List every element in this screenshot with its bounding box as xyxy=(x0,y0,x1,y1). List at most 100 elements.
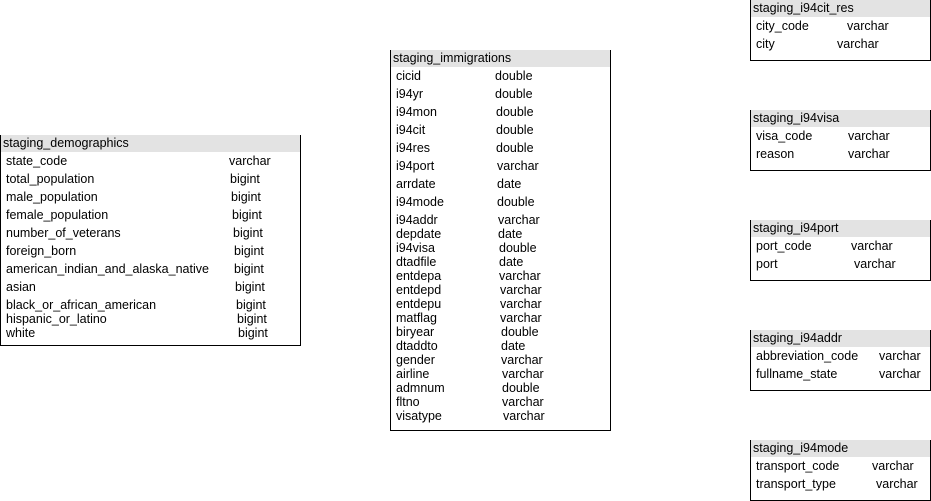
column-name: i94visa xyxy=(396,241,435,255)
column-row: biryear double xyxy=(391,325,610,339)
column-type: double xyxy=(499,241,537,255)
column-type: double xyxy=(501,325,539,339)
column-name: i94yr xyxy=(396,87,424,101)
column-row: male_population bigint xyxy=(1,190,300,204)
column-name: i94res xyxy=(396,141,431,155)
column-type: varchar xyxy=(851,239,893,253)
column-name: city xyxy=(756,37,775,51)
column-type: varchar xyxy=(500,297,542,311)
column-name: abbreviation_code xyxy=(756,349,859,363)
column-type: date xyxy=(499,255,524,269)
column-name: airline xyxy=(396,367,430,381)
column-type: double xyxy=(496,141,534,155)
column-row: arrdate date xyxy=(391,177,610,191)
column-type: varchar xyxy=(848,129,890,143)
column-row: entdepa varchar xyxy=(391,269,610,283)
column-row: asian bigint xyxy=(1,280,300,294)
column-type: varchar xyxy=(879,349,921,363)
column-row: white bigint xyxy=(1,326,300,340)
column-type: varchar xyxy=(837,37,879,51)
table-title: staging_demographics xyxy=(1,135,300,152)
table-staging-demographics: staging_demographics state_code varchar to… xyxy=(0,135,301,346)
column-name: entdepu xyxy=(396,297,442,311)
column-type: varchar xyxy=(498,213,540,227)
column-row: i94visa double xyxy=(391,241,610,255)
column-name: i94mode xyxy=(396,195,444,209)
column-type: bigint xyxy=(237,312,267,326)
table-title: staging_i94cit_res xyxy=(751,0,930,17)
column-type: varchar xyxy=(872,459,914,473)
column-name: asian xyxy=(6,280,36,294)
column-type: bigint xyxy=(235,280,265,294)
table-staging-i94visa: staging_i94visa visa_code varchar reason va… xyxy=(750,110,931,171)
column-type: bigint xyxy=(232,208,262,222)
column-type: date xyxy=(498,227,523,241)
column-name: male_population xyxy=(6,190,98,204)
column-name: dtadfile xyxy=(396,255,437,269)
column-name: biryear xyxy=(396,325,435,339)
column-name: i94cit xyxy=(396,123,426,137)
column-type: double xyxy=(495,69,533,83)
column-name: number_of_veterans xyxy=(6,226,121,240)
column-name: arrdate xyxy=(396,177,436,191)
column-type: bigint xyxy=(238,326,268,340)
column-row: american_indian_and_alaska_native bigint xyxy=(1,262,300,276)
column-row: transport_code varchar xyxy=(751,459,930,473)
table-staging-i94mode: staging_i94mode transport_code varchar tra… xyxy=(750,440,931,501)
column-name: transport_code xyxy=(756,459,840,473)
column-row: depdate date xyxy=(391,227,610,241)
column-row: gender varchar xyxy=(391,353,610,367)
table-staging-i94port: staging_i94port port_code varchar port varc… xyxy=(750,220,931,281)
column-type: varchar xyxy=(500,311,542,325)
column-name: port_code xyxy=(756,239,812,253)
column-row: i94mon double xyxy=(391,105,610,119)
column-row: total_population bigint xyxy=(1,172,300,186)
column-row: airline varchar xyxy=(391,367,610,381)
column-row: i94res double xyxy=(391,141,610,155)
column-row: i94mode double xyxy=(391,195,610,209)
column-type: varchar xyxy=(502,367,544,381)
table-title: staging_i94mode xyxy=(751,440,930,457)
column-name: city_code xyxy=(756,19,809,33)
column-type: varchar xyxy=(499,269,541,283)
column-type: varchar xyxy=(876,477,918,491)
column-row: hispanic_or_latino bigint xyxy=(1,312,300,326)
column-name: fullname_state xyxy=(756,367,838,381)
column-type: bigint xyxy=(231,190,261,204)
table-title: staging_i94port xyxy=(751,220,930,237)
column-type: double xyxy=(496,105,534,119)
column-row: fltno varchar xyxy=(391,395,610,409)
column-name: cicid xyxy=(396,69,422,83)
column-type: bigint xyxy=(236,298,266,312)
column-type: varchar xyxy=(847,19,889,33)
column-name: gender xyxy=(396,353,435,367)
table-title: staging_immigrations xyxy=(391,50,610,67)
column-type: varchar xyxy=(879,367,921,381)
table-staging-immigrations: staging_immigrations cicid double i94yr dou… xyxy=(390,50,611,431)
table-staging-i94cit-res: staging_i94cit_res city_code varchar city v… xyxy=(750,0,931,61)
column-row: cicid double xyxy=(391,69,610,83)
column-type: varchar xyxy=(497,159,539,173)
column-type: varchar xyxy=(503,409,545,423)
column-row: i94yr double xyxy=(391,87,610,101)
column-row: admnum double xyxy=(391,381,610,395)
column-type: bigint xyxy=(234,244,264,258)
column-type: double xyxy=(496,123,534,137)
column-type: double xyxy=(495,87,533,101)
column-type: varchar xyxy=(501,353,543,367)
column-name: foreign_born xyxy=(6,244,77,258)
column-row: i94cit double xyxy=(391,123,610,137)
column-name: depdate xyxy=(396,227,442,241)
column-row: fullname_state varchar xyxy=(751,367,930,381)
column-name: fltno xyxy=(396,395,420,409)
column-type: double xyxy=(502,381,540,395)
column-type: varchar xyxy=(854,257,896,271)
column-row: entdepu varchar xyxy=(391,297,610,311)
column-row: port_code varchar xyxy=(751,239,930,253)
column-row: female_population bigint xyxy=(1,208,300,222)
column-type: varchar xyxy=(500,283,542,297)
column-row: reason varchar xyxy=(751,147,930,161)
column-name: visatype xyxy=(396,409,442,423)
column-type: varchar xyxy=(848,147,890,161)
column-name: transport_type xyxy=(756,477,836,491)
